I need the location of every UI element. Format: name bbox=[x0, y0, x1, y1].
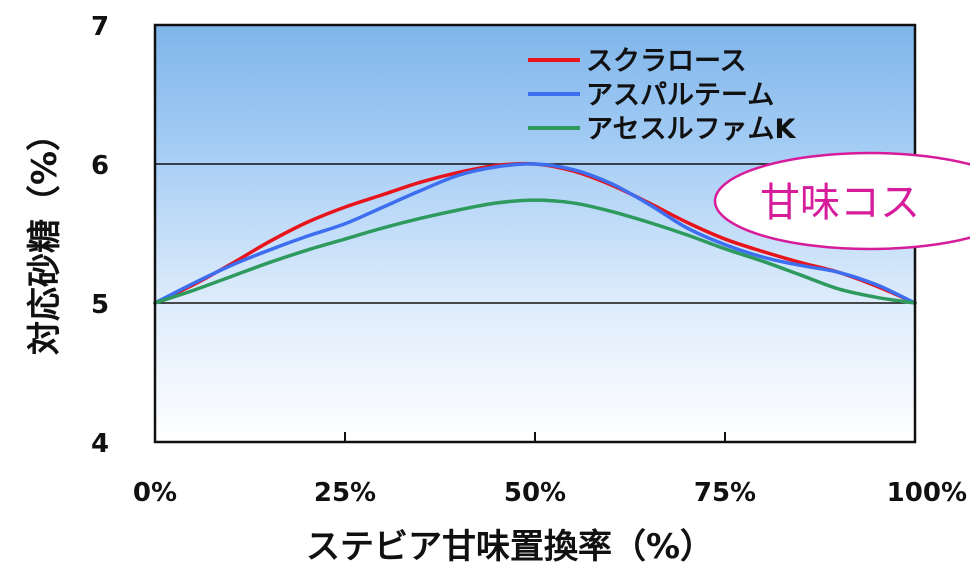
x-tick-label: 0% bbox=[133, 478, 177, 508]
legend-label: アセスルファムK bbox=[586, 114, 796, 145]
y-tick-label: 7 bbox=[91, 12, 109, 42]
x-tick-label: 25% bbox=[314, 478, 376, 508]
x-axis-ticks: 0% 25% 50% 75% 100% bbox=[133, 432, 967, 508]
legend-label: スクラロース bbox=[586, 46, 747, 77]
y-tick-label: 6 bbox=[91, 151, 109, 181]
series-lines bbox=[153, 161, 917, 305]
callout-text: 甘味コス bbox=[760, 180, 920, 226]
y-tick-label: 5 bbox=[91, 290, 109, 320]
x-tick-label: 100% bbox=[887, 478, 967, 508]
x-tick-label: 75% bbox=[694, 478, 756, 508]
callout-ellipse bbox=[713, 151, 970, 251]
series-line-3 bbox=[153, 198, 917, 305]
y-axis-label: 対応砂糖（%） bbox=[25, 117, 65, 355]
series-line-2 bbox=[153, 162, 917, 305]
callout: 甘味コス bbox=[713, 151, 970, 251]
x-axis-label: ステビア甘味置換率（%） bbox=[306, 527, 714, 567]
y-axis-ticks: 4 5 6 7 bbox=[91, 12, 109, 459]
x-tick-label: 50% bbox=[504, 478, 566, 508]
legend-label: アスパルテーム bbox=[586, 80, 774, 111]
y-tick-label: 4 bbox=[91, 429, 109, 459]
